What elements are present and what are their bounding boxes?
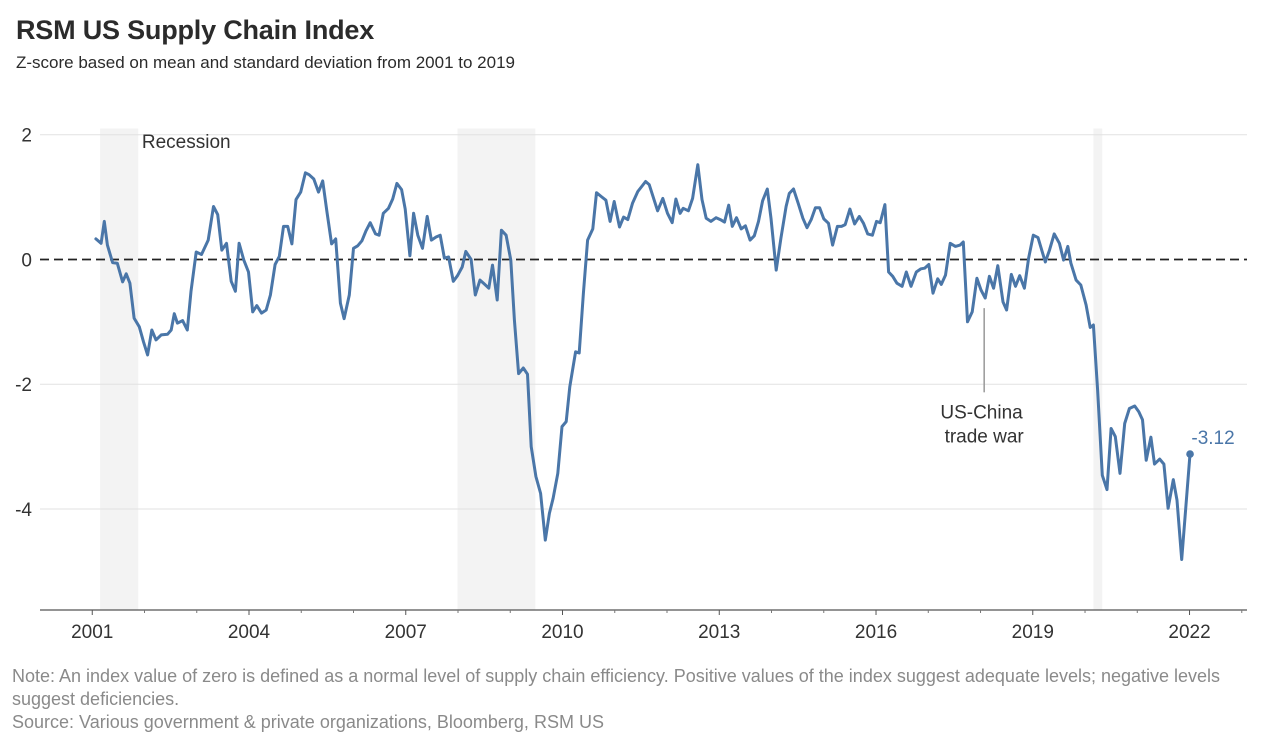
trade-war-label-line-1: US-China <box>940 403 1023 424</box>
x-tick-label: 2022 <box>1168 622 1210 643</box>
x-tick-label: 2013 <box>698 622 740 643</box>
end-point-marker <box>1186 450 1194 458</box>
y-tick-label: -4 <box>15 500 32 521</box>
series-line <box>94 163 1192 561</box>
y-tick-label: -2 <box>15 375 32 396</box>
source-text: Source: Various government & private org… <box>12 712 604 732</box>
y-tick-label: 2 <box>21 126 32 147</box>
recession-band <box>1093 128 1103 610</box>
recession-bands <box>100 128 1103 610</box>
chart-title: RSM US Supply Chain Index <box>16 15 375 45</box>
note-text: Note: An index value of zero is defined … <box>12 666 1221 709</box>
footnote: Note: An index value of zero is defined … <box>12 665 1252 734</box>
x-tick-label: 2007 <box>385 622 427 643</box>
x-tick-label: 2010 <box>541 622 583 643</box>
gridlines <box>40 134 1247 510</box>
y-axis: 2 0 -2 -4 <box>15 126 32 521</box>
end-value-label: -3.12 <box>1191 428 1234 449</box>
x-tick-label: 2001 <box>71 622 113 643</box>
recession-band <box>100 128 139 610</box>
trade-war-label-line-2: trade war <box>945 427 1025 448</box>
x-tick-label: 2004 <box>228 622 271 643</box>
x-axis: 2001 2004 2007 2010 2013 2016 2019 2022 <box>40 609 1247 643</box>
recession-label: Recession <box>142 132 231 153</box>
x-tick-label: 2016 <box>855 622 897 643</box>
x-tick-label: 2019 <box>1012 622 1054 643</box>
annotations: Recession US-China trade war -3.12 <box>142 132 1235 458</box>
y-tick-label: 0 <box>21 250 32 271</box>
series-layer <box>94 163 1192 561</box>
trade-war-label: US-China trade war <box>940 403 1028 448</box>
chart-subtitle: Z-score based on mean and standard devia… <box>16 53 515 72</box>
